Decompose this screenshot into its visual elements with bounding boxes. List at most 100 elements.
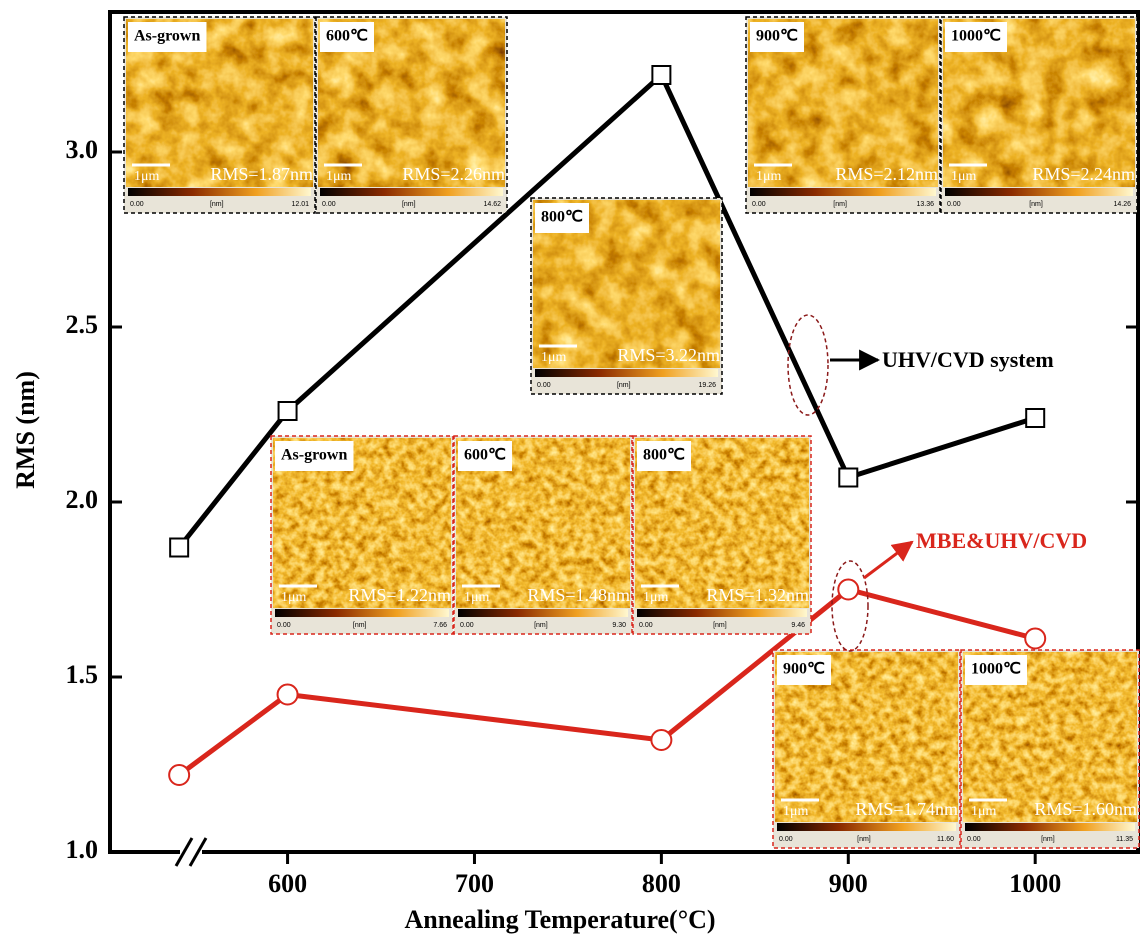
colorbar-max: 9.46 xyxy=(791,622,805,629)
colorbar-min: 0.00 xyxy=(639,622,653,629)
inset-label: 600℃ xyxy=(464,447,506,464)
rms-label: RMS=2.12nm xyxy=(835,164,938,184)
colorbar xyxy=(777,823,956,831)
scale-label: 1μm xyxy=(951,169,977,184)
colorbar-unit: [nm] xyxy=(1029,201,1043,208)
marker xyxy=(652,66,670,84)
marker xyxy=(278,685,298,705)
rms-label: RMS=1.60nm xyxy=(1034,799,1137,819)
afm-inset: 0.00 [nm] 9.46 800℃ 1μm RMS=1.32nm xyxy=(633,436,811,634)
y-tick-label: 1.0 xyxy=(66,835,99,864)
rms-label: RMS=1.74nm xyxy=(855,799,958,819)
colorbar-min: 0.00 xyxy=(130,201,144,208)
rms-label: RMS=1.48nm xyxy=(527,585,630,605)
marker xyxy=(169,765,189,785)
colorbar-unit: [nm] xyxy=(617,382,631,389)
colorbar-max: 11.60 xyxy=(937,836,954,843)
y-tick-label: 2.5 xyxy=(66,310,99,339)
colorbar-max: 12.01 xyxy=(291,201,309,208)
x-tick-label: 900 xyxy=(829,869,868,898)
inset-label: 1000℃ xyxy=(951,28,1001,45)
rms-label: RMS=2.24nm xyxy=(1032,164,1135,184)
x-tick-label: 1000 xyxy=(1009,869,1061,898)
scale-label: 1μm xyxy=(134,169,160,184)
rms-label: RMS=1.87nm xyxy=(210,164,313,184)
y-axis-title: RMS (nm) xyxy=(11,371,40,489)
colorbar-min: 0.00 xyxy=(752,201,766,208)
y-tick-label: 2.0 xyxy=(66,485,99,514)
inset-label: 800℃ xyxy=(541,209,583,226)
marker xyxy=(170,539,188,557)
colorbar-unit: [nm] xyxy=(1041,836,1055,843)
scale-label: 1μm xyxy=(326,169,352,184)
annotation-arrow xyxy=(864,542,912,578)
colorbar-unit: [nm] xyxy=(833,201,847,208)
inset-label: 600℃ xyxy=(326,28,368,45)
x-tick-label: 800 xyxy=(642,869,681,898)
inset-label: 900℃ xyxy=(756,28,798,45)
y-tick-label: 1.5 xyxy=(66,660,99,689)
colorbar-max: 19.26 xyxy=(698,382,716,389)
rms-label: RMS=1.22nm xyxy=(348,585,451,605)
rms-label: RMS=3.22nm xyxy=(617,345,720,365)
rms-label: RMS=2.26nm xyxy=(402,164,505,184)
afm-inset: 0.00 [nm] 13.36 900℃ 1μm RMS=2.12nm xyxy=(746,17,940,213)
scale-label: 1μm xyxy=(643,590,669,605)
afm-inset: 0.00 [nm] 19.26 800℃ 1μm RMS=3.22nm xyxy=(531,198,722,394)
scale-label: 1μm xyxy=(756,169,782,184)
marker xyxy=(839,469,857,487)
colorbar-unit: [nm] xyxy=(713,622,727,629)
marker xyxy=(1026,409,1044,427)
colorbar-min: 0.00 xyxy=(322,201,336,208)
chart: Annealing Temperature(°C) RMS (nm) 1.0 1.… xyxy=(0,0,1140,939)
afm-inset: 0.00[nm]12.01As-grown1μmRMS=1.87nm xyxy=(124,17,315,213)
colorbar-min: 0.00 xyxy=(277,622,291,629)
colorbar xyxy=(535,369,718,377)
colorbar-unit: [nm] xyxy=(402,201,416,208)
marker xyxy=(651,730,671,750)
series-annotation: MBE&UHV/CVD xyxy=(916,528,1087,553)
colorbar-max: 13.36 xyxy=(916,201,934,208)
inset-label: 1000℃ xyxy=(971,661,1021,678)
colorbar xyxy=(128,188,311,196)
colorbar xyxy=(320,188,503,196)
inset-label: 900℃ xyxy=(783,661,825,678)
x-tick-label: 700 xyxy=(455,869,494,898)
marker xyxy=(279,402,297,420)
colorbar xyxy=(945,188,1133,196)
colorbar-unit: [nm] xyxy=(353,622,367,629)
colorbar-max: 14.62 xyxy=(483,201,501,208)
y-tick-label: 3.0 xyxy=(66,135,99,164)
colorbar-unit: [nm] xyxy=(857,836,871,843)
colorbar-min: 0.00 xyxy=(537,382,551,389)
inset-label: As-grown xyxy=(281,447,347,464)
scale-label: 1μm xyxy=(971,804,997,819)
marker xyxy=(1025,629,1045,649)
colorbar-min: 0.00 xyxy=(967,836,981,843)
colorbar-min: 0.00 xyxy=(460,622,474,629)
colorbar xyxy=(637,609,807,617)
afm-inset: 0.00 [nm] 11.35 1000℃ 1μm RMS=1.60nm xyxy=(961,650,1139,848)
colorbar-min: 0.00 xyxy=(779,836,793,843)
colorbar xyxy=(458,609,628,617)
colorbar xyxy=(965,823,1135,831)
colorbar-max: 14.26 xyxy=(1113,201,1131,208)
colorbar-max: 11.35 xyxy=(1116,836,1133,843)
rms-label: RMS=1.32nm xyxy=(706,585,809,605)
inset-label: As-grown xyxy=(134,28,200,45)
afm-inset: 0.00 [nm] 14.62 600℃ 1μm RMS=2.26nm xyxy=(316,17,507,213)
inset-label: 800℃ xyxy=(643,447,685,464)
afm-inset: 0.00 [nm] 11.60 900℃ 1μm RMS=1.74nm xyxy=(773,650,960,848)
scale-label: 1μm xyxy=(541,350,567,365)
colorbar xyxy=(750,188,936,196)
scale-label: 1μm xyxy=(783,804,809,819)
series-annotation: UHV/CVD system xyxy=(882,347,1054,372)
colorbar-unit: [nm] xyxy=(534,622,548,629)
colorbar-max: 7.66 xyxy=(433,622,447,629)
colorbar xyxy=(275,609,449,617)
x-axis-title: Annealing Temperature(°C) xyxy=(404,905,715,934)
marker xyxy=(838,580,858,600)
